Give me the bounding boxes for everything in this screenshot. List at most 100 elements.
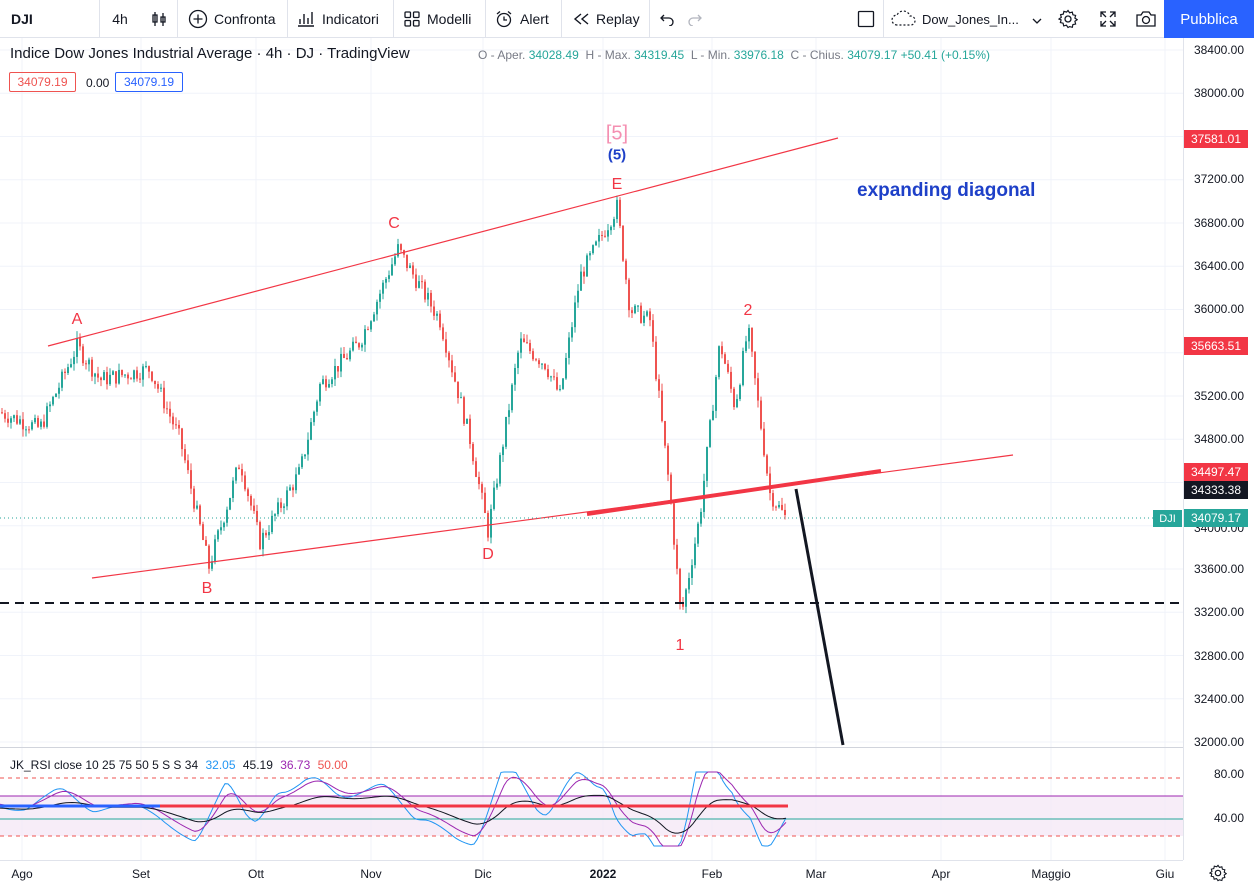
candle-body xyxy=(625,260,627,280)
publish-button[interactable]: Pubblica xyxy=(1164,0,1254,38)
upper-line-price-tag: 37581.01 xyxy=(1184,130,1248,148)
wave-label-degree-5: [5] xyxy=(605,122,629,145)
candle-body xyxy=(544,363,546,370)
candle-body xyxy=(85,363,87,365)
candle-body xyxy=(289,487,291,491)
candle-body xyxy=(385,278,387,283)
rewind-icon xyxy=(572,11,590,27)
crosshair-price-tag: 34333.38 xyxy=(1184,481,1248,499)
alert-button[interactable]: Alert xyxy=(486,0,562,38)
expand-icon xyxy=(1099,10,1117,28)
interval-button[interactable]: 4h xyxy=(100,0,140,38)
price-tick: 34800.00 xyxy=(1193,432,1244,446)
candle-body xyxy=(751,327,753,352)
candle-body xyxy=(217,530,219,540)
candle-body xyxy=(679,568,681,604)
candle-body xyxy=(193,488,195,509)
candle-body xyxy=(358,343,360,348)
rsi-value-4: 50.00 xyxy=(317,758,348,772)
candle-body xyxy=(400,244,402,251)
candle-body xyxy=(277,502,279,515)
level-price-tag: 35663.51 xyxy=(1184,337,1248,355)
candle-body xyxy=(202,524,204,540)
alarm-clock-icon xyxy=(494,9,514,29)
candle-body xyxy=(154,380,156,385)
candle-body xyxy=(772,493,774,507)
chart-style-button[interactable] xyxy=(140,0,178,38)
candle-body xyxy=(139,378,141,380)
interval-label: 4h xyxy=(112,11,128,27)
candle-body xyxy=(478,476,480,485)
low-label: L - Min. xyxy=(690,48,731,62)
candle-body xyxy=(724,354,726,364)
candle-body xyxy=(379,293,381,302)
candle-body xyxy=(196,505,198,509)
fullscreen-toggle-button[interactable] xyxy=(848,0,884,38)
candle-body xyxy=(253,505,255,511)
open-value: 34028.49 xyxy=(528,48,579,62)
candle-body xyxy=(121,369,123,376)
compare-button[interactable]: Confronta xyxy=(178,0,288,38)
candle-body xyxy=(37,418,39,427)
settings-button[interactable] xyxy=(1050,0,1086,38)
candle-body xyxy=(235,467,237,481)
candle-body xyxy=(112,371,114,375)
candle-body xyxy=(526,342,528,344)
candle-body xyxy=(376,301,378,315)
price-axis[interactable]: 38400.00 38000.00 37200.00 36800.00 3640… xyxy=(1183,38,1254,860)
symbol-name: DJI xyxy=(11,11,33,27)
candle-body xyxy=(343,353,345,359)
undo-button[interactable] xyxy=(654,0,680,38)
candle-body xyxy=(229,497,231,510)
candle-body xyxy=(214,539,216,562)
templates-button[interactable]: Modelli xyxy=(394,0,486,38)
snapshot-button[interactable] xyxy=(1128,0,1164,38)
candle-body xyxy=(364,329,366,345)
candle-body xyxy=(187,460,189,471)
replay-button[interactable]: Replay xyxy=(562,0,650,38)
buy-price-box[interactable]: 34079.19 xyxy=(115,72,183,92)
candle-body xyxy=(220,527,222,531)
last-price-tag: 34079.17 xyxy=(1184,509,1248,527)
change-value: +50.41 (+0.15%) xyxy=(900,48,990,62)
candle-body xyxy=(397,244,399,257)
candle-body xyxy=(451,360,453,373)
price-chart-canvas[interactable] xyxy=(0,38,1183,860)
fullscreen-button[interactable] xyxy=(1090,0,1126,38)
candle-body xyxy=(157,384,159,389)
price-tick: 36800.00 xyxy=(1193,216,1244,230)
candle-body xyxy=(34,418,36,423)
indicators-button[interactable]: Indicatori xyxy=(288,0,394,38)
price-tick: 35200.00 xyxy=(1193,389,1244,403)
candle-body xyxy=(115,371,117,384)
wave-label-d: D xyxy=(482,546,494,563)
candle-body xyxy=(619,199,621,226)
candle-body xyxy=(103,372,105,381)
price-tick: 38400.00 xyxy=(1193,43,1244,57)
pane-separator[interactable] xyxy=(0,747,1183,748)
layout-select[interactable]: Dow_Jones_In... xyxy=(890,7,1048,31)
candle-body xyxy=(514,367,516,385)
candle-body xyxy=(232,480,234,498)
candle-body xyxy=(691,565,693,578)
symbol-search-button[interactable]: DJI xyxy=(0,0,100,38)
candle-body xyxy=(421,281,423,283)
candle-body xyxy=(370,321,372,330)
candle-body xyxy=(529,343,531,352)
candle-body xyxy=(718,346,720,378)
add-circle-icon xyxy=(188,9,208,29)
candle-body xyxy=(784,509,786,515)
redo-button[interactable] xyxy=(682,0,708,38)
time-axis[interactable]: Ago Set Ott Nov Dic 2022 Feb Mar Apr Mag… xyxy=(0,860,1183,893)
axis-settings-button[interactable] xyxy=(1208,864,1228,887)
candle-body xyxy=(628,279,630,311)
candle-body xyxy=(406,254,408,268)
candle-body xyxy=(595,241,597,246)
candle-body xyxy=(250,495,252,506)
candle-body xyxy=(655,341,657,380)
candle-body xyxy=(469,418,471,444)
candle-body xyxy=(190,470,192,489)
candle-body xyxy=(73,356,75,365)
sell-price-box[interactable]: 34079.19 xyxy=(9,72,76,92)
candle-body xyxy=(337,366,339,372)
